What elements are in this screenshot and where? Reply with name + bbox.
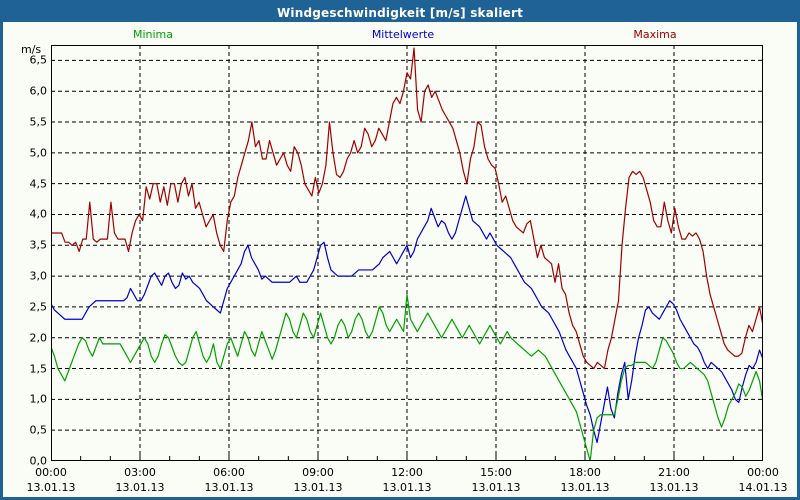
y-axis-tick-label: 2,5 xyxy=(29,300,48,314)
x-axis-tick-time: 18:00 xyxy=(569,466,601,479)
x-axis-tick-date: 13.01.13 xyxy=(382,481,432,494)
y-axis-tick-label: 1,5 xyxy=(29,362,48,376)
chart-svg xyxy=(51,45,763,461)
x-axis-tick-time: 15:00 xyxy=(480,466,512,479)
y-axis-tick-label: 3,0 xyxy=(29,269,48,283)
x-axis-tick-time: 00:00 xyxy=(35,466,67,479)
x-axis-tick-label: 21:00 13.01.13 xyxy=(650,465,699,495)
y-axis-tick-label: 5,0 xyxy=(29,146,48,160)
x-axis-tick-time: 03:00 xyxy=(124,466,156,479)
x-axis-tick-label: 06:00 13.01.13 xyxy=(205,465,254,495)
x-axis-tick-label: 18:00 13.01.13 xyxy=(561,465,610,495)
x-axis-tick-date: 13.01.13 xyxy=(649,481,699,494)
plot-frame xyxy=(51,45,763,461)
x-axis-tick-time: 12:00 xyxy=(391,466,423,479)
x-axis-tick-date: 13.01.13 xyxy=(204,481,254,494)
x-axis-tick-time: 09:00 xyxy=(302,466,334,479)
x-axis-tick-date: 13.01.13 xyxy=(471,481,521,494)
x-axis-tick-label: 03:00 13.01.13 xyxy=(116,465,165,495)
y-axis-tick-label: 4,5 xyxy=(29,177,48,191)
y-axis-tick-label: 0,5 xyxy=(29,423,48,437)
series-line-mittelwerte xyxy=(51,195,763,444)
y-axis-labels: 0,0 0,5 1,0 1,5 2,0 2,5 3,0 3,5 4,0 4,5 5,0 5,5 6,0 6… xyxy=(3,45,48,468)
y-axis-tick-label: 1,0 xyxy=(29,392,48,406)
x-axis-tick-time: 00:00 xyxy=(747,466,779,479)
y-axis-tick-label: 2,0 xyxy=(29,331,48,345)
legend-item-maxima: Maxima xyxy=(633,28,676,41)
x-axis-tick-date: 13.01.13 xyxy=(115,481,165,494)
window-title-bar: Windgeschwindigkeit [m/s] skaliert xyxy=(3,3,797,22)
x-axis-tick-time: 21:00 xyxy=(658,466,690,479)
x-axis-tick-date: 14.01.13 xyxy=(738,481,788,494)
x-axis-tick-label: 09:00 13.01.13 xyxy=(294,465,343,495)
y-axis-tick-label: 4,0 xyxy=(29,207,48,221)
legend-label-minima: Minima xyxy=(132,28,174,41)
y-axis-tick-label: 6,0 xyxy=(29,84,48,98)
legend-label-maxima: Maxima xyxy=(633,28,677,41)
legend-item-minima: Minima xyxy=(133,28,173,41)
series-line-maxima xyxy=(51,47,763,370)
x-axis-tick-label: 00:00 13.01.13 xyxy=(27,465,76,495)
x-axis-tick-date: 13.01.13 xyxy=(26,481,76,494)
series-line-minima xyxy=(51,294,763,461)
y-axis-tick-label: 6,5 xyxy=(29,53,48,67)
y-axis-tick-label: 3,5 xyxy=(29,238,48,252)
x-axis-tick-date: 13.01.13 xyxy=(560,481,610,494)
y-axis-tick-label: 5,5 xyxy=(29,115,48,129)
page-title: Windgeschwindigkeit [m/s] skaliert xyxy=(276,5,524,20)
x-axis-tick-label: 12:00 13.01.13 xyxy=(383,465,432,495)
x-axis-tick-time: 06:00 xyxy=(213,466,245,479)
x-axis-tick-date: 13.01.13 xyxy=(293,481,343,494)
x-axis-labels: 00:00 13.01.13 03:00 13.01.13 06:00 13.01.13 0… xyxy=(3,465,797,499)
plot-area xyxy=(51,45,763,461)
legend-item-mittelwerte: Mittelwerte xyxy=(372,28,434,41)
x-axis-tick-label: 00:00 14.01.13 xyxy=(739,465,788,495)
y-axis-unit-label: m/s xyxy=(21,43,42,56)
y-axis-tick-label: 0,0 xyxy=(29,454,48,468)
x-axis-tick-label: 15:00 13.01.13 xyxy=(472,465,521,495)
legend-label-mittelwerte: Mittelwerte xyxy=(371,28,435,41)
